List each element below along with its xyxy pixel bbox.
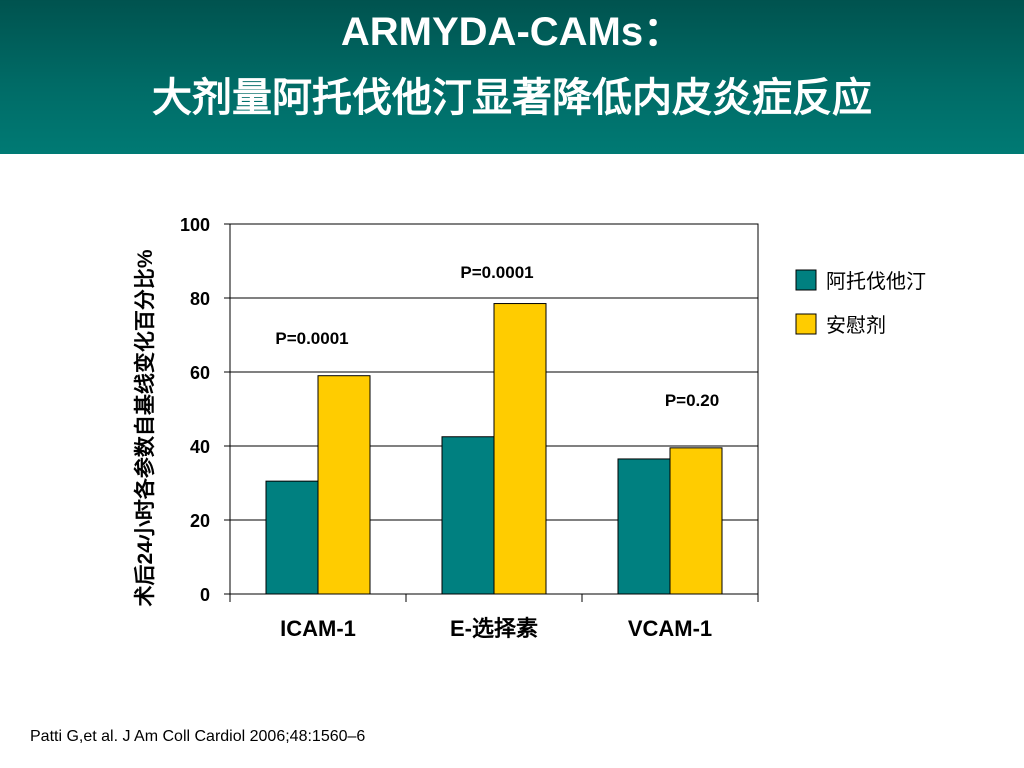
p-value-annotation: P=0.0001	[275, 329, 348, 348]
legend-swatch	[795, 313, 817, 335]
x-tick-label: E-选择素	[450, 616, 538, 641]
x-tick-label: ICAM-1	[280, 616, 356, 641]
legend-label: 阿托伐他汀	[826, 270, 926, 293]
legend-label: 安慰剂	[826, 314, 886, 337]
p-value-annotation: P=0.20	[665, 391, 719, 410]
y-tick-label: 100	[180, 215, 210, 235]
bar	[669, 447, 723, 595]
y-tick-label: 0	[200, 585, 210, 605]
title-banner: ARMYDA-CAMs： 大剂量阿托伐他汀显著降低内皮炎症反应	[0, 0, 1024, 154]
slide-title: ARMYDA-CAMs：	[340, 10, 684, 54]
bar	[265, 480, 319, 595]
y-tick-label: 20	[190, 511, 210, 531]
y-tick-label: 60	[190, 363, 210, 383]
bar	[617, 458, 671, 595]
citation: Patti G,et al. J Am Coll Cardiol 2006;48…	[30, 728, 366, 745]
bar	[317, 375, 371, 595]
y-axis-label: 术后24小时各参数自基线变化百分比%	[133, 249, 157, 606]
y-tick-label: 40	[190, 437, 210, 457]
slide-subtitle: 大剂量阿托伐他汀显著降低内皮炎症反应	[152, 76, 872, 120]
p-value-annotation: P=0.0001	[460, 263, 533, 282]
bar	[493, 303, 547, 595]
bar	[441, 436, 495, 595]
x-tick-label: VCAM-1	[628, 616, 712, 641]
legend-swatch	[795, 269, 817, 291]
y-tick-label: 80	[190, 289, 210, 309]
